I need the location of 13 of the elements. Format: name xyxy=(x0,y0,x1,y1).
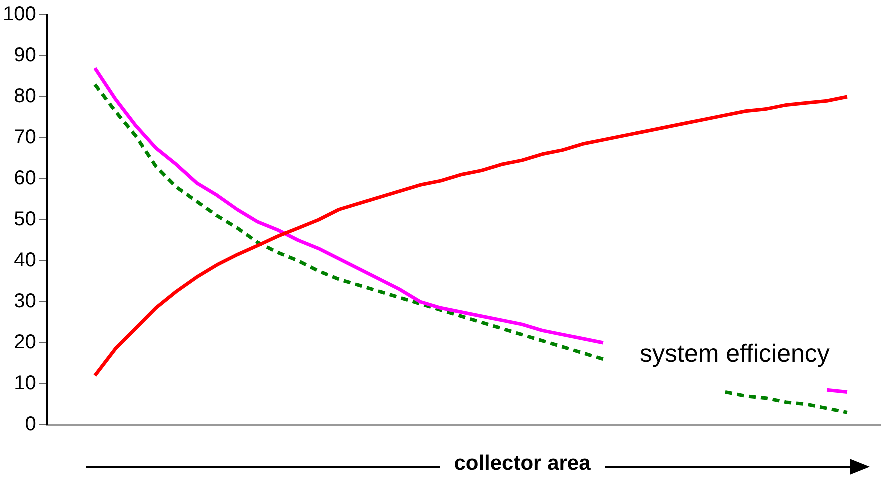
y-tick-label: 70 xyxy=(14,126,36,149)
y-tick-label: 10 xyxy=(14,372,36,395)
y-tick-label: 20 xyxy=(14,332,36,354)
x-axis-title: collector area xyxy=(440,452,605,475)
y-tick-label: 40 xyxy=(14,250,36,272)
y-tick-label: 100 xyxy=(2,4,36,26)
y-tick-label: 80 xyxy=(14,86,36,108)
y-tick-label: 30 xyxy=(14,290,36,313)
y-tick-label: 60 xyxy=(14,168,36,190)
y-tick-label: 0 xyxy=(25,414,36,436)
annotation: system efficiency xyxy=(640,340,830,369)
y-tick-label: 90 xyxy=(14,44,36,67)
y-tick-label: 50 xyxy=(14,208,36,231)
